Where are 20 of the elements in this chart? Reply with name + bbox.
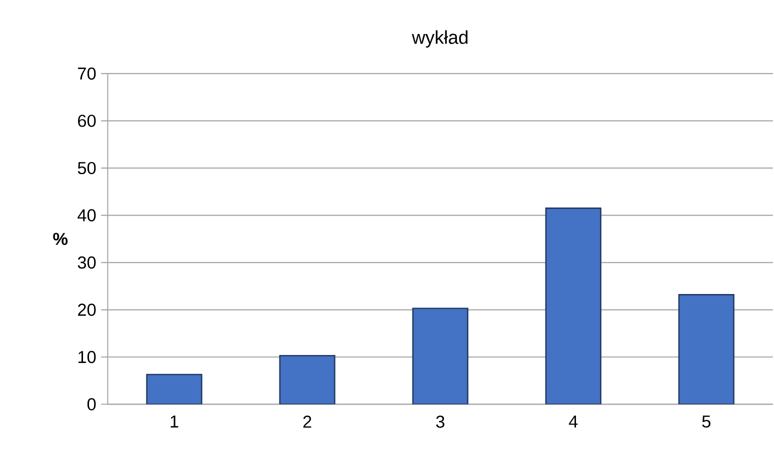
x-tick-label: 4 — [568, 416, 578, 428]
y-axis-title: % — [53, 232, 68, 246]
bar — [146, 374, 202, 404]
x-tick-label: 1 — [170, 416, 178, 428]
x-tick-label: 2 — [303, 416, 312, 428]
bar — [678, 294, 734, 404]
y-tick-label: 20 — [78, 304, 96, 316]
x-tick-label: 3 — [436, 416, 444, 428]
y-tick-label: 70 — [78, 67, 96, 80]
bar — [279, 354, 336, 404]
y-tick-label: 10 — [78, 350, 96, 364]
y-tick-label: 50 — [78, 162, 96, 174]
bar — [545, 208, 602, 404]
y-tick-label: 40 — [78, 209, 96, 222]
y-tick-label: 60 — [78, 114, 96, 127]
y-tick-label: 30 — [78, 256, 96, 269]
y-tick-label: 0 — [87, 398, 96, 410]
x-tick-label: 5 — [702, 416, 710, 428]
bar — [412, 308, 468, 404]
chart-title: wykład — [412, 30, 468, 48]
